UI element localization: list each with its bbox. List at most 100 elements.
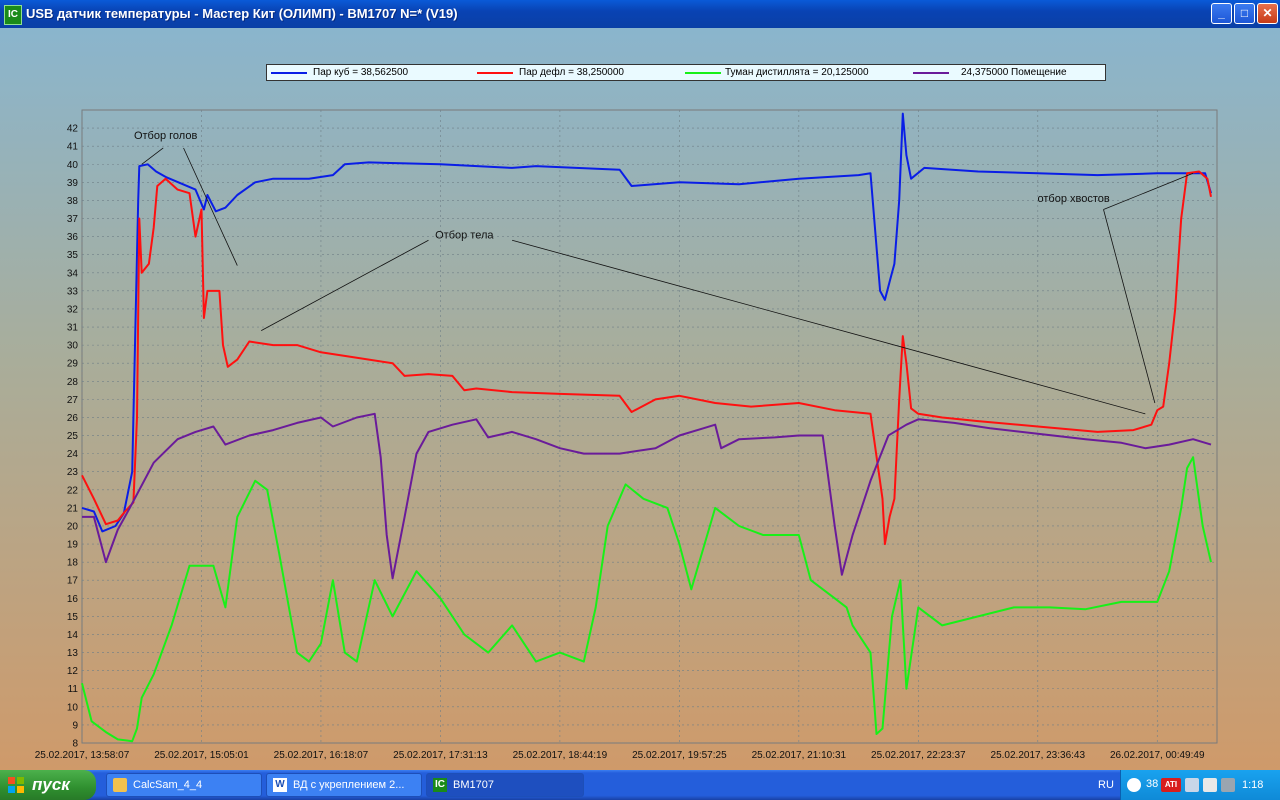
- task-label: ВД с укреплением 2...: [293, 779, 405, 791]
- y-tick-label: 41: [67, 142, 79, 153]
- task-word-doc[interactable]: W ВД с укреплением 2...: [266, 773, 422, 797]
- start-button[interactable]: пуск: [0, 770, 96, 800]
- series-line-0: [81, 112, 1212, 533]
- x-tick-label: 25.02.2017, 21:10:31: [752, 750, 847, 761]
- y-tick-label: 36: [67, 232, 79, 243]
- y-tick-label: 40: [67, 160, 79, 171]
- app-icon: IC: [433, 778, 447, 792]
- annotation-pointer: [1103, 209, 1156, 404]
- y-tick-label: 39: [67, 178, 79, 189]
- y-tick-label: 15: [67, 612, 79, 623]
- x-tick-label: 25.02.2017, 15:05:01: [154, 750, 249, 761]
- chart-legend: Пар куб = 38,562500 Пар дефл = 38,250000…: [266, 64, 1106, 81]
- clock: 1:18: [1242, 779, 1264, 791]
- temperature-chart: 8 9 10 11 12 13 14 15 16 17 18 19 20 21 22 23 24 25 26 27 28…: [35, 109, 1218, 761]
- legend-swatch: [685, 72, 721, 74]
- annotation-label: отбор хвостов: [1038, 193, 1110, 205]
- network-icon[interactable]: [1185, 778, 1199, 792]
- y-tick-label: 10: [67, 702, 79, 713]
- volume-icon[interactable]: [1203, 778, 1217, 792]
- monitor-icon[interactable]: [1221, 778, 1235, 792]
- legend-swatch: [913, 72, 949, 74]
- legend-label: Туман дистиллята = 20,125000: [725, 67, 869, 78]
- windows-logo-icon: [8, 777, 24, 793]
- annotation-pointer: [511, 239, 1146, 415]
- y-tick-label: 30: [67, 341, 79, 352]
- language-indicator[interactable]: RU: [1098, 779, 1114, 791]
- y-tick-label: 12: [67, 666, 79, 677]
- x-tick-label: 25.02.2017, 22:23:37: [871, 750, 966, 761]
- chevron-left-icon[interactable]: [1127, 778, 1141, 792]
- y-tick-label: 38: [67, 196, 79, 207]
- annotation-pointer: [1103, 172, 1194, 210]
- y-tick-label: 42: [67, 124, 79, 135]
- legend-label: Пар дефл = 38,250000: [519, 67, 624, 78]
- y-tick-label: 24: [67, 449, 79, 460]
- window-title: USB датчик температуры - Мастер Кит (ОЛИ…: [26, 6, 458, 21]
- x-tick-label: 25.02.2017, 16:18:07: [274, 750, 369, 761]
- tray-number: 38: [1146, 778, 1159, 790]
- x-tick-label: 26.02.2017, 00:49:49: [1110, 750, 1205, 761]
- close-button[interactable]: ✕: [1257, 3, 1278, 24]
- system-tray: 38 ATI: [1120, 770, 1280, 800]
- annotation-pointer: [261, 239, 429, 331]
- y-tick-label: 26: [67, 413, 79, 424]
- minimize-button[interactable]: _: [1211, 3, 1232, 24]
- ati-icon[interactable]: ATI: [1161, 778, 1181, 792]
- y-tick-label: 14: [67, 630, 79, 641]
- series-line-3: [82, 412, 1212, 580]
- y-tick-label: 34: [67, 268, 79, 279]
- y-tick-label: 23: [67, 467, 79, 478]
- y-tick-label: 11: [68, 684, 79, 695]
- legend-label: Пар куб = 38,562500: [313, 67, 409, 78]
- legend-label: 24,375000 Помещение: [961, 67, 1067, 78]
- y-tick-label: 9: [72, 720, 78, 731]
- window-titlebar[interactable]: IC USB датчик температуры - Мастер Кит (…: [0, 0, 1280, 28]
- series-line-2: [81, 456, 1212, 743]
- chart-area: [0, 28, 1280, 770]
- y-tick-label: 17: [67, 576, 79, 587]
- x-axis: 25.02.2017, 13:58:07 25.02.2017, 15:05:01…: [35, 750, 1205, 761]
- annotation-label: Отбор голов: [134, 130, 197, 142]
- chart-annotations: Отбор голов Отбор тела отбор хвостов: [134, 130, 1194, 415]
- folder-icon: [113, 778, 127, 792]
- y-tick-label: 19: [67, 540, 79, 551]
- task-calcsam[interactable]: CalcSam_4_4: [106, 773, 262, 797]
- x-tick-label: 25.02.2017, 17:31:13: [393, 750, 488, 761]
- task-bm1707[interactable]: IC BM1707: [426, 773, 584, 797]
- maximize-button[interactable]: □: [1234, 3, 1255, 24]
- x-tick-label: 25.02.2017, 13:58:07: [35, 750, 130, 761]
- y-axis: 8 9 10 11 12 13 14 15 16 17 18 19 20 21 22 23 24 25 26 27 28…: [67, 124, 79, 750]
- y-tick-label: 27: [67, 395, 79, 406]
- y-tick-label: 20: [67, 521, 79, 532]
- y-tick-label: 35: [67, 250, 79, 261]
- y-tick-label: 18: [67, 558, 79, 569]
- annotation-pointer: [183, 147, 238, 266]
- y-tick-label: 33: [67, 286, 79, 297]
- annotation-pointer: [141, 147, 164, 165]
- taskbar: пуск CalcSam_4_4 W ВД с укреплением 2...…: [0, 770, 1280, 800]
- legend-swatch: [477, 72, 513, 74]
- app-icon: IC: [4, 5, 22, 25]
- start-label: пуск: [32, 775, 70, 794]
- y-tick-label: 28: [67, 377, 79, 388]
- y-tick-label: 13: [67, 648, 79, 659]
- x-tick-label: 25.02.2017, 18:44:19: [513, 750, 608, 761]
- y-tick-label: 25: [67, 431, 79, 442]
- y-tick-label: 29: [67, 359, 79, 370]
- legend-swatch: [271, 72, 307, 74]
- task-label: CalcSam_4_4: [133, 779, 203, 791]
- task-label: BM1707: [453, 779, 494, 791]
- y-tick-label: 31: [67, 323, 79, 334]
- y-tick-label: 22: [67, 485, 79, 496]
- series-line-1: [81, 170, 1212, 546]
- word-icon: W: [273, 778, 287, 792]
- y-tick-label: 32: [67, 304, 79, 315]
- y-tick-label: 37: [67, 214, 79, 225]
- x-tick-label: 25.02.2017, 23:36:43: [991, 750, 1086, 761]
- annotation-label: Отбор тела: [435, 229, 494, 241]
- y-tick-label: 21: [67, 503, 79, 514]
- y-tick-label: 8: [72, 739, 78, 750]
- x-tick-label: 25.02.2017, 19:57:25: [632, 750, 727, 761]
- y-tick-label: 16: [67, 594, 79, 605]
